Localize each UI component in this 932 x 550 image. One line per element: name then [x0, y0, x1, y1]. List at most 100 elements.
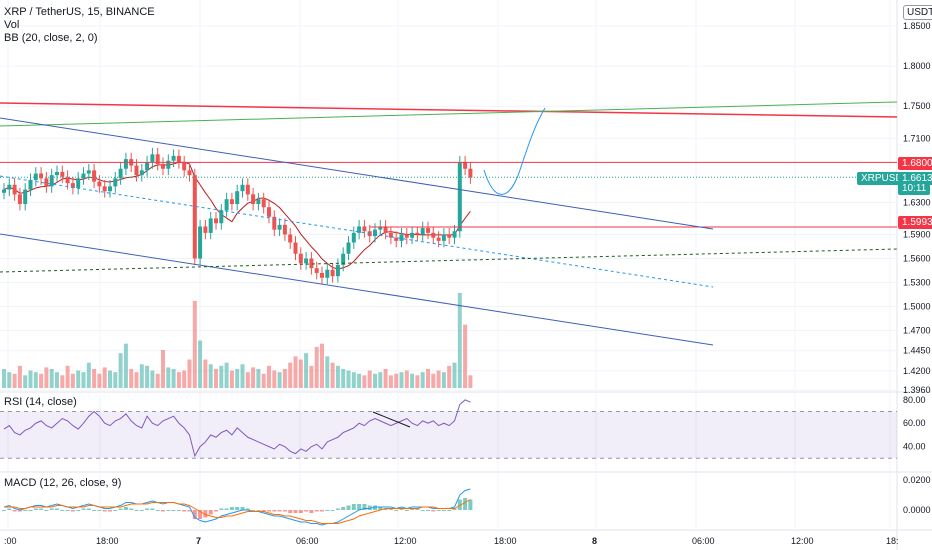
- volume-indicator-label[interactable]: Vol: [4, 19, 20, 31]
- volume-bar: [436, 370, 441, 388]
- volume-bar: [235, 369, 240, 388]
- volume-bar: [314, 346, 319, 388]
- volume-bar: [298, 359, 303, 388]
- volume-bar: [457, 293, 462, 388]
- volume-bar: [282, 369, 287, 388]
- macd-histogram-bar: [452, 508, 457, 510]
- candle-body: [261, 199, 266, 208]
- macd-histogram-bar: [214, 510, 218, 512]
- macd-histogram-bar: [49, 508, 54, 510]
- macd-signal-line: [4, 499, 471, 524]
- macd-histogram-bar: [17, 510, 22, 512]
- candle-body: [55, 171, 59, 176]
- macd-histogram-bar: [108, 510, 112, 512]
- rsi-tick-label: 60.00: [903, 418, 926, 428]
- dashed-trendline: [0, 248, 898, 273]
- candle-body: [203, 226, 208, 233]
- volume-bar: [70, 373, 75, 388]
- volume-bar: [161, 350, 165, 388]
- macd-histogram-bar: [357, 504, 362, 510]
- volume-bar: [410, 373, 415, 388]
- macd-histogram-bar: [60, 510, 65, 511]
- macd-line: [3, 488, 471, 526]
- time-tick-label: 12:00: [394, 536, 417, 546]
- macd-histogram-bar: [171, 510, 176, 511]
- macd-histogram-bar: [457, 499, 462, 510]
- volume-bar: [383, 369, 388, 388]
- candle-body: [208, 218, 213, 233]
- macd-histogram-bar: [219, 508, 224, 510]
- macd-histogram-bar: [145, 508, 150, 510]
- macd-histogram-bar: [463, 498, 468, 510]
- volume-bar: [399, 372, 404, 388]
- macd-histogram-bar: [192, 510, 197, 519]
- volume-bar: [76, 370, 81, 388]
- volume-bar: [92, 369, 97, 388]
- volume-bar: [293, 356, 298, 388]
- macd-histogram-bar: [388, 508, 393, 510]
- volume-bar: [17, 365, 22, 388]
- macd-histogram-bar: [383, 508, 388, 510]
- volume-bar: [171, 369, 176, 388]
- candle-body: [457, 162, 462, 232]
- candle-body: [309, 258, 314, 269]
- candle-body: [267, 207, 271, 217]
- price-tick-label: 1.8000: [903, 61, 931, 71]
- candle-body: [447, 234, 452, 238]
- candle-body: [388, 232, 393, 238]
- volume-bar: [113, 372, 118, 388]
- macd-histogram-bar: [373, 505, 377, 510]
- volume-bar: [134, 372, 139, 388]
- candle-body: [33, 173, 38, 180]
- volume-bar: [415, 375, 420, 388]
- candle-body: [362, 226, 367, 232]
- volume-bar: [39, 373, 44, 388]
- macd-label[interactable]: MACD (12, 26, close, 9): [4, 477, 122, 489]
- volume-bar: [452, 362, 457, 388]
- candle-body: [86, 170, 91, 174]
- macd-tick-label: 0.0200: [903, 475, 931, 485]
- time-tick-label: 06:00: [296, 536, 319, 546]
- macd-histogram-bar: [282, 510, 287, 512]
- candle-body: [256, 199, 261, 205]
- currency-badge[interactable]: USDT: [903, 5, 932, 20]
- volume-bar: [155, 373, 160, 388]
- macd-histogram-bar: [325, 510, 330, 511]
- macd-histogram-bar: [150, 508, 155, 510]
- rsi-label[interactable]: RSI (14, close): [4, 396, 77, 408]
- candle-body: [378, 226, 383, 230]
- candle-body: [341, 253, 346, 265]
- rsi-tick-label: 40.00: [903, 442, 926, 452]
- candle-body: [97, 181, 102, 187]
- macd-histogram-bar: [235, 507, 240, 510]
- macd-histogram-bar: [70, 510, 75, 512]
- volume-bar: [182, 370, 187, 388]
- macd-histogram-bar: [256, 510, 261, 511]
- price-tick-label: 1.4200: [903, 366, 931, 376]
- volume-bar: [187, 359, 192, 388]
- macd-histogram-bar: [92, 510, 97, 511]
- volume-bar: [362, 375, 367, 388]
- volume-bar: [357, 373, 362, 388]
- candle-body: [420, 228, 425, 235]
- macd-histogram-bar: [166, 510, 171, 511]
- candle-body: [410, 232, 415, 238]
- volume-bar: [81, 372, 86, 388]
- price-tick-label: 1.7500: [903, 101, 931, 111]
- symbol-title[interactable]: XRP / TetherUS, 15, BINANCE: [4, 6, 155, 18]
- macd-histogram-bar: [39, 508, 44, 510]
- volume-bar: [335, 365, 340, 388]
- candle-body: [150, 154, 155, 163]
- volume-bar: [86, 362, 91, 388]
- resistance-price-label: 1.6800: [898, 157, 932, 170]
- price-tick-label: 1.7100: [903, 133, 931, 143]
- time-tick-label: :00: [4, 536, 17, 546]
- volume-bar: [288, 362, 293, 388]
- price-tick-label: 1.3960: [903, 385, 931, 395]
- bollinger-bands-label[interactable]: BB (20, close, 2, 0): [4, 32, 98, 44]
- macd-histogram-bar: [420, 510, 425, 511]
- time-tick-label: 8: [592, 536, 597, 546]
- macd-histogram-bar: [155, 510, 160, 511]
- candle-body: [60, 171, 65, 177]
